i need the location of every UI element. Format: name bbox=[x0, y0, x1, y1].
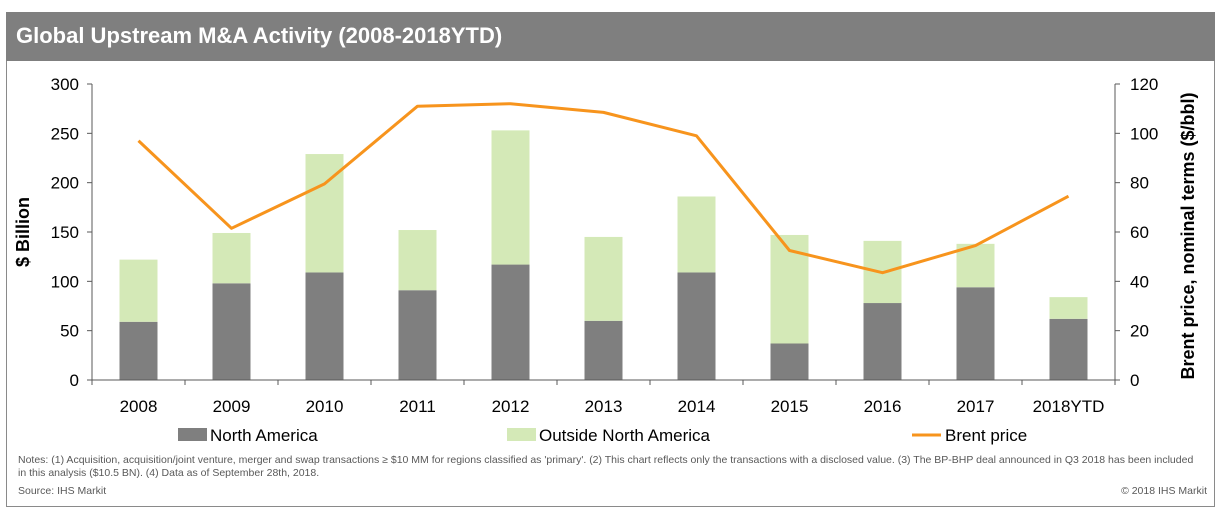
bar-north-america bbox=[119, 321, 158, 380]
bar-north-america bbox=[677, 272, 716, 380]
bar-north-america bbox=[770, 343, 809, 380]
y-tick-label-left: 0 bbox=[70, 371, 79, 390]
y-tick-label-right: 80 bbox=[1130, 174, 1149, 193]
x-tick-label: 2017 bbox=[957, 397, 995, 416]
x-tick-label: 2010 bbox=[306, 397, 344, 416]
x-tick-label: 2018YTD bbox=[1033, 397, 1105, 416]
bar-outside-north-america bbox=[584, 236, 623, 321]
x-tick-label: 2014 bbox=[678, 397, 716, 416]
y-tick-label-right: 100 bbox=[1130, 124, 1158, 143]
chart-source: Source: IHS Markit bbox=[18, 485, 107, 497]
bar-north-america bbox=[212, 283, 251, 380]
y-tick-label-left: 100 bbox=[51, 272, 79, 291]
y-tick-label-right: 120 bbox=[1130, 75, 1158, 94]
y-tick-label-left: 250 bbox=[51, 124, 79, 143]
y-tick-label-left: 50 bbox=[60, 322, 79, 341]
y-tick-label-left: 200 bbox=[51, 174, 79, 193]
x-tick-label: 2011 bbox=[399, 397, 436, 416]
x-tick-label: 2008 bbox=[120, 397, 158, 416]
y-tick-label-right: 0 bbox=[1130, 371, 1139, 390]
bar-outside-north-america bbox=[119, 259, 158, 322]
x-tick-label: 2012 bbox=[492, 397, 530, 416]
chart-title: Global Upstream M&A Activity (2008-2018Y… bbox=[16, 23, 503, 48]
bar-outside-north-america bbox=[212, 232, 251, 284]
bar-outside-north-america bbox=[956, 243, 995, 288]
legend-label-brent-price: Brent price bbox=[945, 426, 1027, 445]
legend-label-north-america: North America bbox=[210, 426, 318, 445]
bar-north-america bbox=[491, 264, 530, 380]
bar-outside-north-america bbox=[491, 130, 530, 265]
legend-swatch-north-america bbox=[178, 428, 207, 441]
x-tick-label: 2016 bbox=[864, 397, 902, 416]
copyright: © 2018 IHS Markit bbox=[1121, 485, 1207, 497]
legend-swatch-outside-north-america bbox=[507, 428, 536, 441]
y-axis-title-left: $ Billion bbox=[13, 197, 33, 267]
y-tick-label-left: 300 bbox=[51, 75, 79, 94]
y-tick-label-right: 40 bbox=[1130, 272, 1149, 291]
title-bar: Global Upstream M&A Activity (2008-2018Y… bbox=[6, 12, 1215, 61]
bar-north-america bbox=[1049, 318, 1088, 380]
x-tick-label: 2013 bbox=[585, 397, 623, 416]
bar-north-america bbox=[956, 287, 995, 380]
chart-notes: Notes: (1) Acquisition, acquisition/join… bbox=[18, 454, 1194, 479]
x-tick-label: 2009 bbox=[213, 397, 251, 416]
bar-north-america bbox=[863, 303, 902, 380]
y-tick-label-right: 20 bbox=[1130, 322, 1149, 341]
bar-outside-north-america bbox=[1049, 297, 1088, 319]
bar-outside-north-america bbox=[398, 230, 437, 291]
y-tick-label-right: 60 bbox=[1130, 223, 1149, 242]
legend-label-outside-north-america: Outside North America bbox=[539, 426, 711, 445]
y-axis-title-right: Brent price, nominal terms ($/bbl) bbox=[1178, 92, 1198, 379]
bar-north-america bbox=[398, 290, 437, 380]
x-tick-label: 2015 bbox=[771, 397, 809, 416]
bar-north-america bbox=[584, 320, 623, 380]
y-tick-label-left: 150 bbox=[51, 223, 79, 242]
brent-price-line bbox=[137, 102, 1070, 275]
bar-north-america bbox=[305, 272, 344, 380]
bar-outside-north-america bbox=[677, 196, 716, 273]
